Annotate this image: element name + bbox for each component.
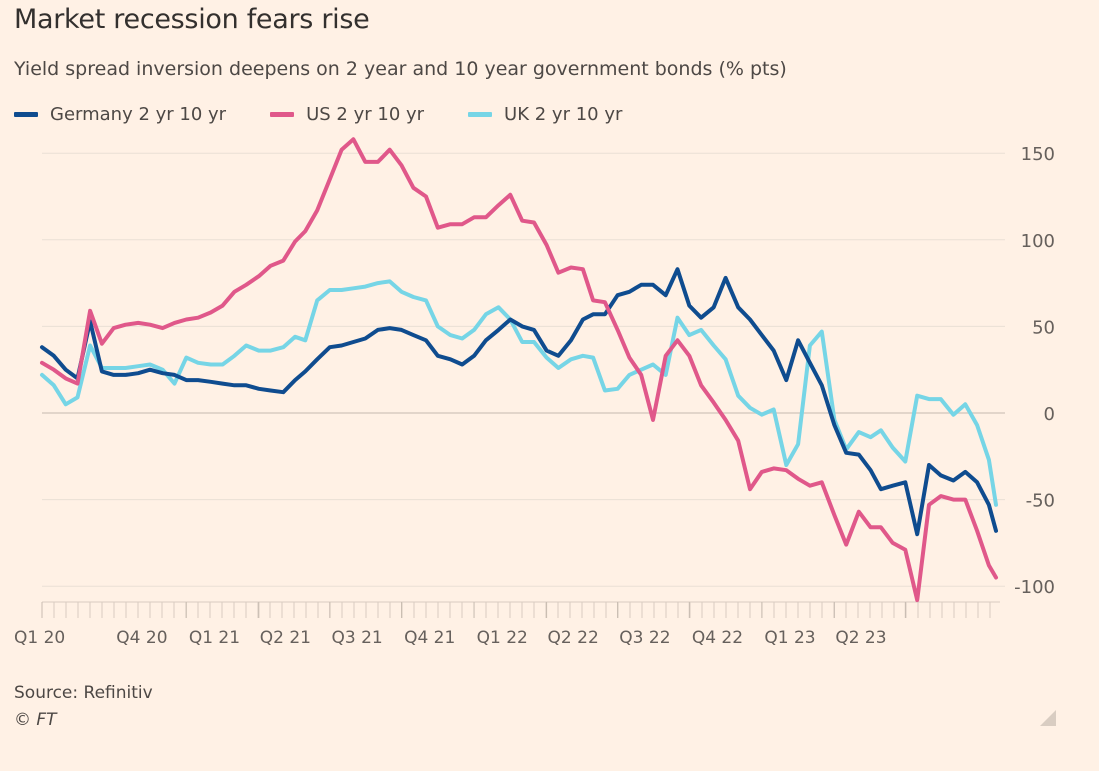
x-tick-label: Q3 22: [619, 628, 670, 648]
y-tick-label: -100: [1014, 577, 1055, 598]
legend: Germany 2 yr 10 yr US 2 yr 10 yr UK 2 yr…: [14, 104, 666, 125]
y-tick-label: -50: [1026, 491, 1055, 512]
series-line-uk: [40, 279, 998, 507]
legend-swatch-us: [270, 112, 295, 117]
x-tick-label: Q3 21: [332, 628, 383, 648]
copyright-note: © FT: [14, 710, 57, 730]
x-tick-label: Q4 21: [404, 628, 455, 648]
x-tick-label: Q4 22: [692, 628, 743, 648]
x-tick-label: Q1 22: [477, 628, 528, 648]
source-note: Source: Refinitiv: [14, 683, 153, 703]
resize-handle-icon[interactable]: [1040, 710, 1056, 726]
series-line-germany: [40, 267, 998, 537]
y-tick-label: 50: [1032, 317, 1055, 338]
chart-subtitle: Yield spread inversion deepens on 2 year…: [14, 58, 787, 80]
y-tick-label: 0: [1044, 404, 1055, 425]
legend-item-uk: UK 2 yr 10 yr: [468, 104, 622, 125]
legend-item-germany: Germany 2 yr 10 yr: [14, 104, 226, 125]
legend-item-us: US 2 yr 10 yr: [270, 104, 424, 125]
legend-swatch-uk: [468, 112, 493, 117]
chart-title: Market recession fears rise: [14, 4, 370, 35]
x-tick-label: Q1 23: [764, 628, 815, 648]
x-tick-label: Q4 20: [116, 628, 167, 648]
x-tick-label: Q1 21: [189, 628, 240, 648]
legend-label-uk: UK 2 yr 10 yr: [504, 104, 623, 125]
series-line-us: [40, 137, 998, 603]
x-tick-label: Q2 21: [260, 628, 311, 648]
x-tick-label: Q2 23: [835, 628, 886, 648]
legend-label-germany: Germany 2 yr 10 yr: [50, 104, 227, 125]
x-tick-label: Q2 22: [548, 628, 599, 648]
legend-swatch-germany: [14, 112, 38, 117]
y-tick-label: 150: [1021, 144, 1055, 165]
legend-label-us: US 2 yr 10 yr: [306, 104, 425, 125]
x-tick-label: Q1 20: [14, 628, 65, 648]
y-tick-label: 100: [1021, 231, 1055, 252]
